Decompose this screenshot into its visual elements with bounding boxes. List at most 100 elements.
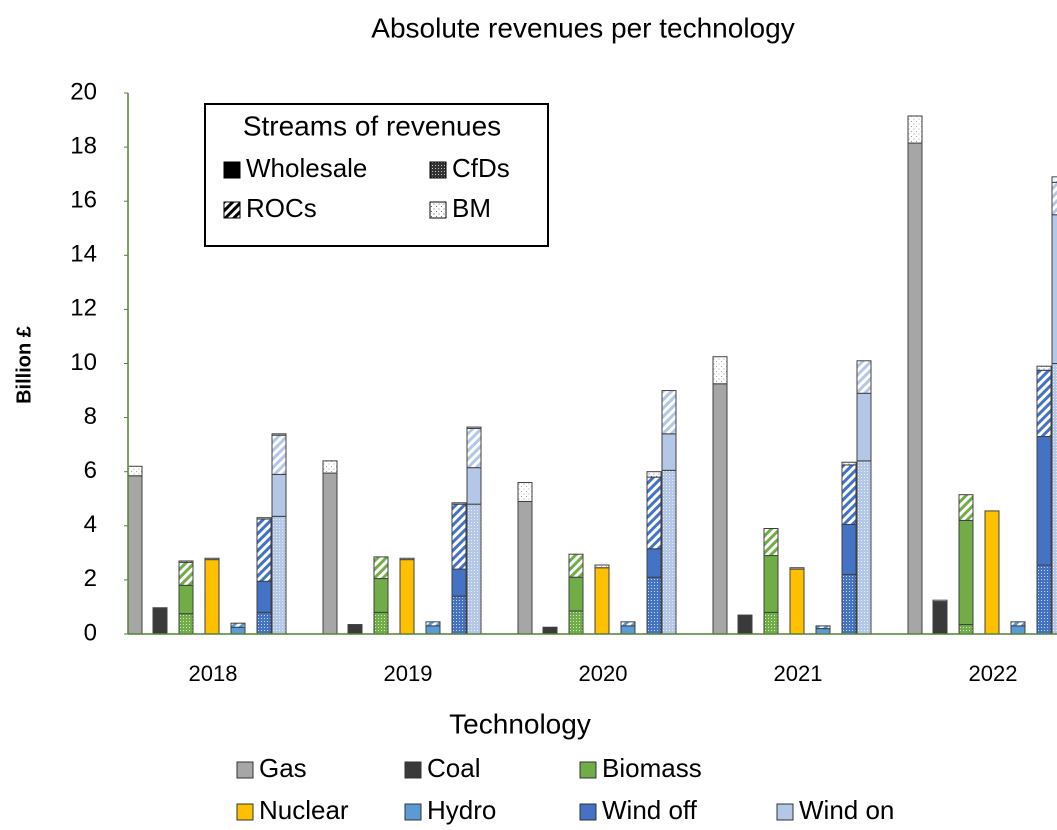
- x-axis-title: Technology: [449, 708, 591, 739]
- bar-segment: [737, 614, 753, 635]
- y-tick-label: 20: [70, 78, 97, 105]
- bar-segment: [517, 500, 533, 635]
- bar-segment: [466, 427, 482, 469]
- bar-segment: [178, 561, 194, 586]
- x-tick-label: 2020: [579, 661, 628, 686]
- bar-segment: [322, 460, 338, 474]
- bar-segment: [399, 559, 415, 635]
- legend-swatch: [223, 201, 241, 219]
- bar-segment: [178, 613, 194, 635]
- bar-segment: [271, 515, 287, 635]
- bar-segment: [466, 503, 482, 635]
- bar-segment: [815, 625, 831, 630]
- bar-segment: [1036, 436, 1052, 566]
- bar-segment: [1010, 621, 1026, 627]
- legend-label: Gas: [259, 753, 307, 783]
- bar-segment: [1051, 363, 1057, 635]
- x-tick-label: 2022: [969, 661, 1018, 686]
- bar-segment: [856, 392, 872, 462]
- bar-segment: [178, 584, 194, 615]
- y-tick-label: 6: [84, 457, 97, 484]
- legend-swatch: [776, 803, 794, 821]
- bar-segment: [646, 476, 662, 550]
- legend-label: Biomass: [602, 753, 702, 783]
- bar-segment: [789, 567, 805, 570]
- bar-segment: [646, 548, 662, 578]
- bar-segment: [127, 465, 143, 477]
- bar-segment: [763, 528, 779, 557]
- bar-segment: [451, 502, 467, 505]
- bar-segment: [958, 519, 974, 626]
- bar-segment: [425, 625, 441, 635]
- bar-segment: [322, 472, 338, 635]
- y-axis-title: Billion £: [13, 326, 35, 404]
- bar-segment: [661, 433, 677, 471]
- bar-segment: [152, 607, 168, 609]
- bar-segment: [256, 517, 272, 520]
- bar-segment: [932, 601, 948, 635]
- stream-legend-title: Streams of revenues: [243, 110, 501, 141]
- bar-segment: [568, 610, 584, 635]
- bar-segment: [815, 628, 831, 635]
- bar-segment: [466, 467, 482, 505]
- legend-swatch: [429, 161, 447, 179]
- y-tick-label: 14: [70, 241, 97, 268]
- legend-label: BM: [452, 193, 491, 223]
- bar-segment: [347, 624, 363, 635]
- y-tick-label: 12: [70, 295, 97, 322]
- bar-segment: [620, 621, 636, 627]
- chart-title: Absolute revenues per technology: [371, 12, 794, 43]
- legend-label: CfDs: [452, 153, 510, 183]
- legend-label: Wholesale: [246, 153, 367, 183]
- legend-swatch: [236, 761, 254, 779]
- bar-segment: [594, 567, 610, 635]
- bar-segment: [907, 142, 923, 635]
- legend-swatch: [579, 761, 597, 779]
- bar-segment: [256, 518, 272, 582]
- legend-swatch: [404, 803, 422, 821]
- x-tick-label: 2021: [774, 661, 823, 686]
- bar-segment: [451, 568, 467, 597]
- bar-segment: [841, 573, 857, 635]
- bar-segment: [152, 607, 168, 635]
- bar-segment: [661, 469, 677, 635]
- bar-segment: [1051, 214, 1057, 364]
- bar-segment: [763, 555, 779, 613]
- bar-segment: [856, 460, 872, 635]
- bar-segment: [517, 482, 533, 502]
- bar-segment: [271, 473, 287, 517]
- bar-segment: [841, 523, 857, 575]
- bar-segment: [856, 360, 872, 394]
- bar-segment: [661, 390, 677, 435]
- bar-segment: [1036, 369, 1052, 438]
- bar-segment: [204, 559, 220, 635]
- bar-segment: [712, 356, 728, 385]
- bar-segment: [256, 580, 272, 613]
- bar-segment: [712, 383, 728, 635]
- bar-segment: [958, 494, 974, 521]
- y-tick-label: 0: [84, 619, 97, 646]
- bar-segment: [907, 115, 923, 144]
- x-tick-label: 2018: [189, 661, 238, 686]
- bar-segment: [1036, 564, 1052, 635]
- bar-segment: [1010, 625, 1026, 635]
- bar-segment: [256, 611, 272, 635]
- bar-segment: [958, 624, 974, 635]
- bar-segment: [271, 434, 287, 475]
- bar-segment: [127, 475, 143, 635]
- bar-segment: [373, 578, 389, 613]
- bar-segment: [178, 560, 194, 563]
- bar-segment: [568, 576, 584, 612]
- y-tick-label: 8: [84, 403, 97, 430]
- bar-segment: [1051, 176, 1057, 183]
- bar-segment: [568, 553, 584, 578]
- legend-label: Coal: [427, 753, 480, 783]
- bar-segment: [230, 626, 246, 635]
- bar-segment: [646, 576, 662, 635]
- legend-swatch: [223, 161, 241, 179]
- bar-segment: [451, 595, 467, 635]
- legend-label: Wind on: [799, 795, 894, 825]
- bar-segment: [542, 626, 558, 635]
- legend-label: ROCs: [246, 193, 317, 223]
- legend-label: Nuclear: [259, 795, 349, 825]
